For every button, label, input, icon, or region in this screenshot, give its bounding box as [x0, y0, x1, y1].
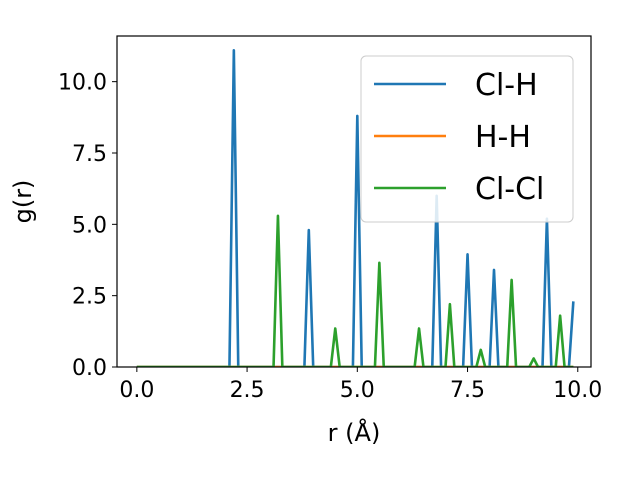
y-tick-label: 10.0	[58, 71, 107, 96]
x-axis: 0.0 2.5 5.0 7.5 10.0	[119, 367, 602, 403]
x-tick-label: 7.5	[450, 378, 485, 403]
y-tick-label: 2.5	[72, 285, 107, 310]
legend-label: H-H	[475, 120, 531, 155]
y-axis: 0.0 2.5 5.0 7.5 10.0	[58, 71, 117, 381]
y-axis-label: g(r)	[9, 180, 37, 224]
x-axis-label: r (Å)	[328, 418, 381, 447]
legend-label: Cl-Cl	[475, 172, 544, 207]
plot-frame	[116, 35, 592, 368]
series-line-2	[136, 214, 574, 367]
y-tick-label: 0.0	[72, 356, 107, 381]
legend: Cl-H H-H Cl-Cl	[360, 55, 574, 223]
x-tick-label: 10.0	[553, 378, 602, 403]
series-layer	[136, 48, 575, 367]
legend-label: Cl-H	[475, 68, 538, 103]
x-tick-label: 5.0	[340, 378, 375, 403]
y-tick-label: 5.0	[72, 213, 107, 238]
x-tick-label: 2.5	[230, 378, 265, 403]
x-tick-label: 0.0	[119, 378, 154, 403]
legend-box	[360, 55, 574, 223]
y-tick-label: 7.5	[72, 142, 107, 167]
series-line-0	[136, 48, 575, 367]
